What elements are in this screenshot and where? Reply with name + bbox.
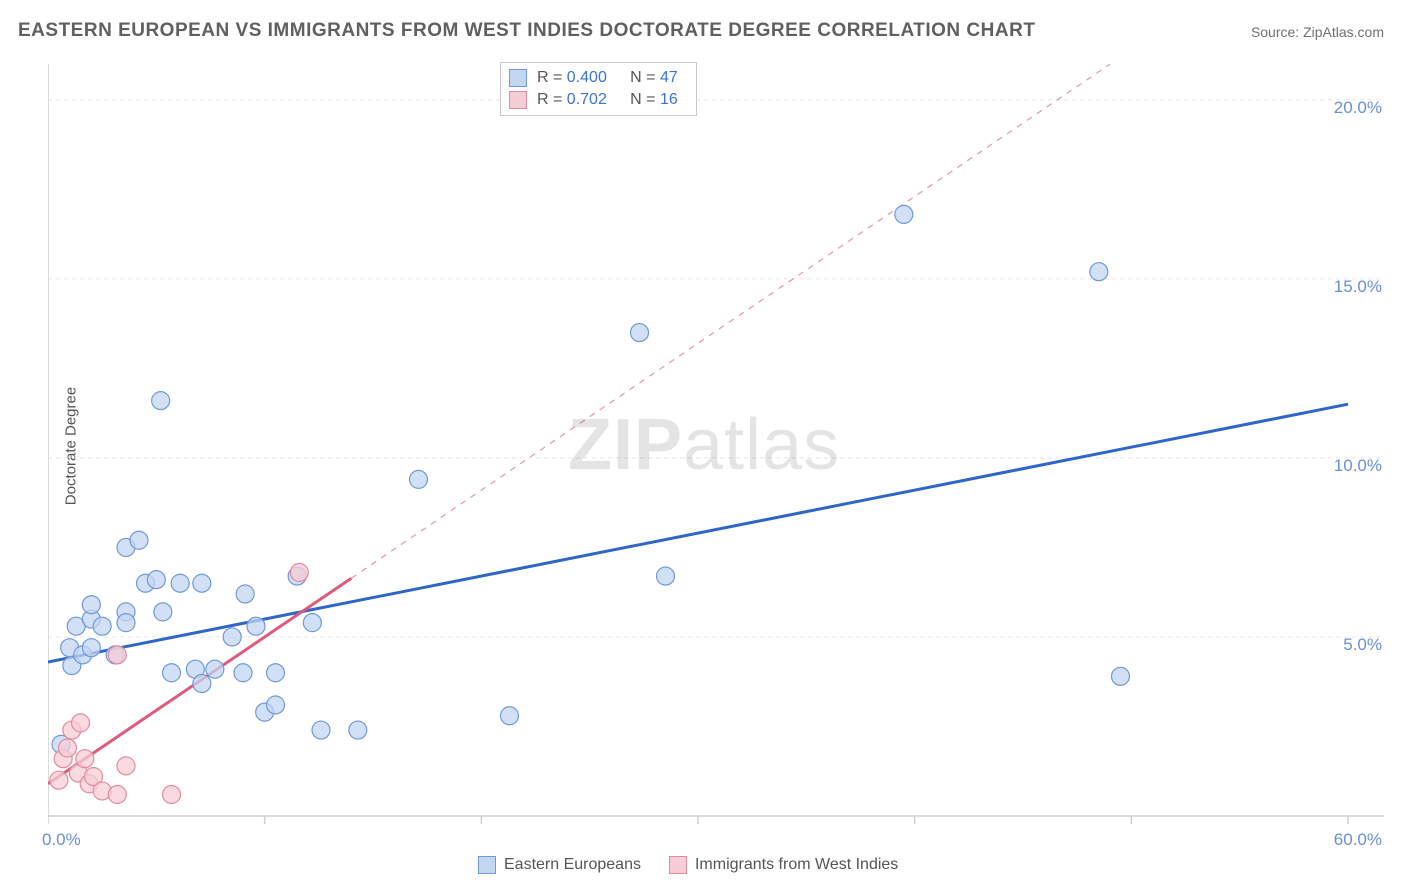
legend-swatch: [509, 91, 527, 109]
source-label: Source:: [1251, 24, 1303, 40]
x-tick-label: 60.0%: [1334, 830, 1382, 850]
stats-text: R = 0.400 N = 47: [537, 67, 686, 89]
legend-item: Immigrants from West Indies: [669, 856, 898, 874]
stats-row: R = 0.702 N = 16: [509, 89, 686, 111]
y-tick-label: 20.0%: [1334, 98, 1382, 118]
stats-row: R = 0.400 N = 47: [509, 67, 686, 89]
legend-swatch: [478, 856, 496, 874]
source-attribution: Source: ZipAtlas.com: [1251, 24, 1384, 40]
legend-item: Eastern Europeans: [478, 856, 641, 874]
chart-svg: [48, 58, 1388, 838]
series-legend: Eastern Europeans Immigrants from West In…: [478, 856, 898, 874]
stats-text: R = 0.702 N = 16: [537, 89, 686, 111]
stats-legend: R = 0.400 N = 47R = 0.702 N = 16: [500, 62, 697, 116]
chart-title: EASTERN EUROPEAN VS IMMIGRANTS FROM WEST…: [18, 20, 1035, 42]
y-tick-label: 15.0%: [1334, 277, 1382, 297]
y-tick-label: 5.0%: [1343, 635, 1382, 655]
y-tick-label: 10.0%: [1334, 456, 1382, 476]
legend-label: Immigrants from West Indies: [695, 856, 898, 874]
x-tick-label: 0.0%: [42, 830, 81, 850]
source-value: ZipAtlas.com: [1303, 24, 1384, 40]
legend-swatch: [669, 856, 687, 874]
legend-swatch: [509, 69, 527, 87]
legend-label: Eastern Europeans: [504, 856, 641, 874]
scatter-chart: R = 0.400 N = 47R = 0.702 N = 16 ZIPatla…: [48, 58, 1388, 838]
